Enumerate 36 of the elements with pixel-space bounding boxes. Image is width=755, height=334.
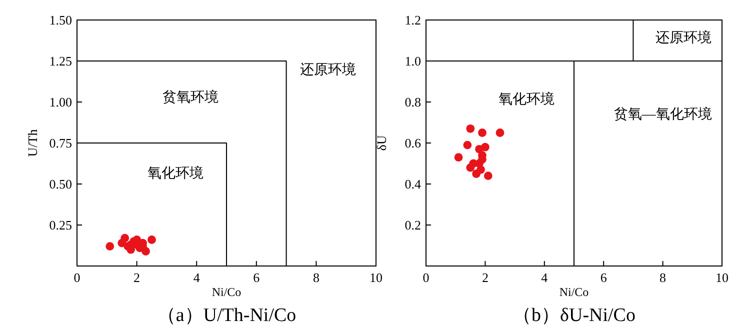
y-tick-label: 1.0	[404, 54, 421, 68]
annotation: 氧化环境	[148, 166, 204, 182]
x-tick-label: 4	[193, 270, 200, 285]
y-tick-label: 1.00	[49, 94, 72, 110]
x-tick-label: 10	[370, 270, 382, 285]
annotation: 还原环境	[656, 30, 712, 46]
y-tick-label: 0.2	[404, 218, 421, 232]
annotation: 还原环境	[300, 62, 356, 78]
x-tick-label: 6	[253, 270, 260, 285]
x-tick-label: 8	[312, 270, 320, 285]
y-tick-label: 0.75	[49, 136, 72, 150]
x-tick-label: 4	[541, 270, 548, 285]
y-axis-title: U/Th	[25, 128, 40, 157]
x-tick-label: 2	[482, 270, 488, 285]
text: （b）δU-Ni/Co	[512, 305, 636, 326]
annotation: 氧化环境	[498, 92, 555, 108]
y-axis-title: δU	[374, 134, 389, 151]
x-tick-label: 10	[716, 270, 728, 285]
x-tick-label: 8	[660, 270, 666, 285]
y-tick-label: 0.50	[49, 176, 72, 192]
y-tick-label: 0.4	[404, 176, 422, 192]
annotation: 贫氧—氧化环境	[614, 106, 712, 122]
y-tick-label: 0.6	[404, 136, 422, 150]
y-tick-label: 1.50	[49, 12, 72, 28]
text: （a）U/Th-Ni/Co	[156, 305, 296, 326]
x-tick-label: 0	[74, 270, 80, 285]
annotation: 贫氧环境	[162, 89, 219, 106]
x-axis-title: Ni/Co	[559, 285, 589, 299]
x-axis-title: Ni/Co	[212, 285, 242, 299]
y-tick-label: 0.25	[49, 218, 72, 232]
x-tick-label: 0	[422, 270, 430, 285]
y-tick-label: 1.25	[49, 54, 72, 68]
x-tick-label: 6	[600, 270, 608, 285]
y-tick-label: 1.2	[404, 12, 421, 28]
x-tick-label: 2	[134, 270, 140, 285]
y-tick-label: 0.8	[404, 94, 421, 110]
